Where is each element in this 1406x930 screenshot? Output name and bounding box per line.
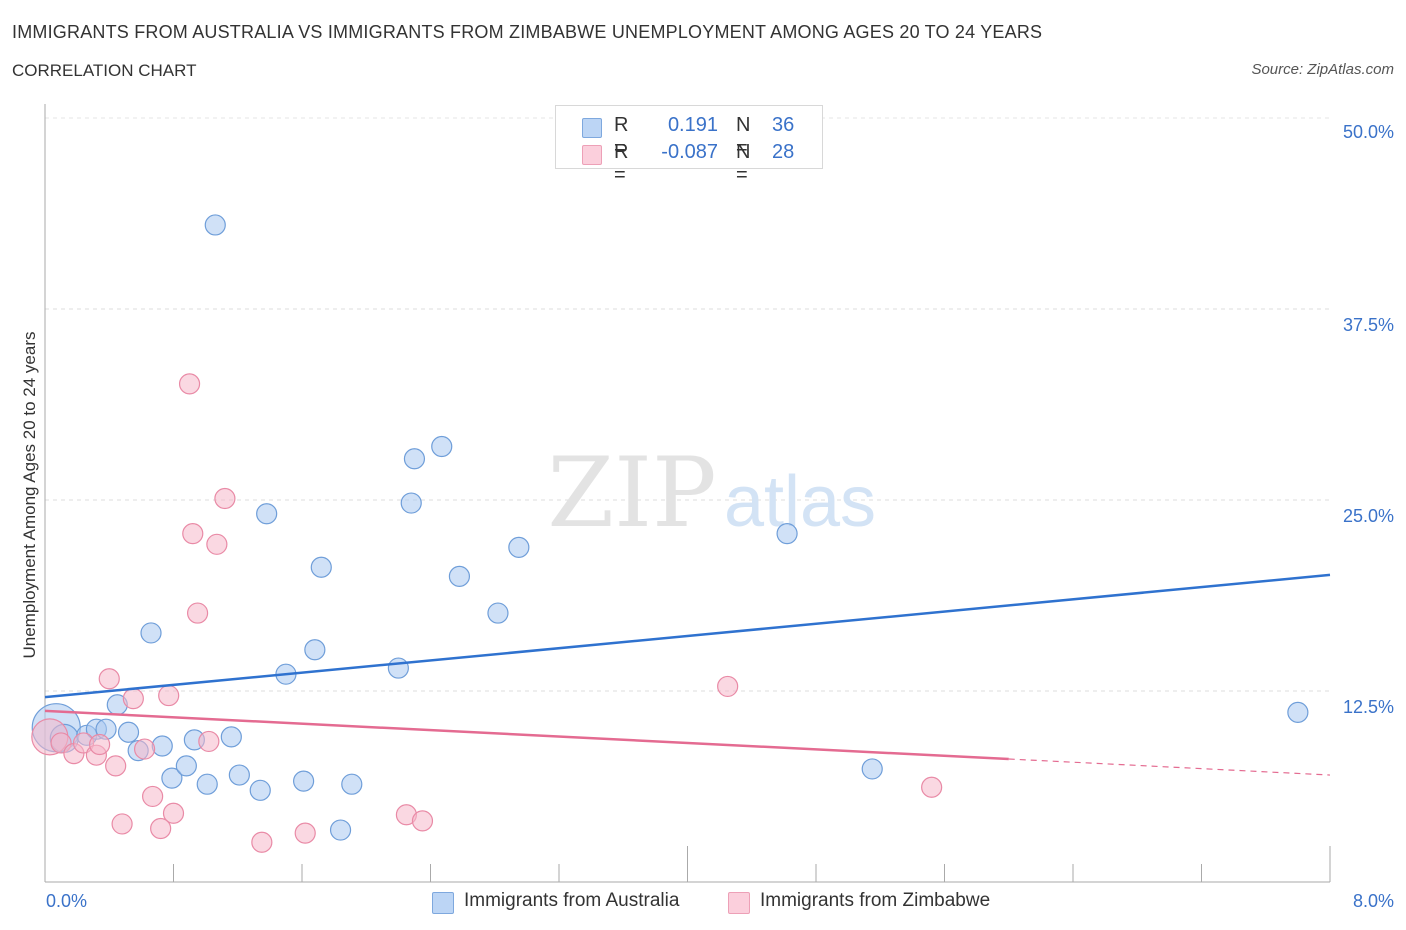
scatter-point [186, 602, 209, 624]
series-label-zimbabwe: Immigrants from Zimbabwe [760, 890, 991, 911]
scatter-point [111, 813, 133, 835]
legend-r-label: R = [614, 114, 629, 159]
scatter-point [403, 448, 426, 470]
series-swatch-zimbabwe [728, 892, 750, 914]
legend-r-value: -0.087 [661, 141, 718, 163]
scatter-point [161, 767, 183, 789]
series-label-australia: Immigrants from Australia [464, 890, 680, 911]
legend-swatch-zimbabwe [582, 145, 602, 165]
scatter-point [329, 819, 352, 841]
scatter-point [228, 764, 250, 786]
scatter-point [251, 831, 273, 853]
scatter-point [150, 817, 172, 840]
scatter-point [140, 622, 162, 644]
scatter-point [182, 523, 204, 545]
scatter-point [861, 758, 883, 780]
scatter-point [256, 503, 278, 525]
scatter-point [178, 373, 201, 395]
scatter-point [204, 214, 226, 236]
scatter-point [133, 738, 156, 760]
source-label: Source: ZipAtlas.com [1251, 61, 1394, 78]
y-tick-12-5: 12.5% [1342, 697, 1394, 717]
scatter-point [431, 435, 453, 458]
scatter-point [206, 533, 228, 555]
scatter-point [400, 492, 422, 514]
scatter-point [162, 802, 185, 824]
scatter-point [776, 523, 798, 545]
chart-subtitle: CORRELATION CHART [12, 61, 197, 80]
data-points [31, 214, 1309, 853]
trend-line [44, 573, 1331, 699]
legend-n-label: N = [736, 114, 751, 159]
trend-line-dashed [1008, 758, 1331, 776]
scatter-point [89, 733, 111, 756]
scatter-point [158, 684, 180, 707]
scatter-point [220, 726, 242, 748]
gridlines [45, 117, 1330, 692]
scatter-point [487, 602, 509, 624]
x-tick-min: 0.0% [46, 891, 88, 911]
scatter-point [304, 639, 326, 661]
scatter-point [1287, 701, 1309, 723]
scatter-point [294, 822, 316, 844]
scatter-point [508, 536, 530, 558]
scatter-point [122, 688, 144, 710]
scatter-point [196, 773, 218, 795]
legend-r-label: R = [614, 141, 629, 186]
scatter-point [117, 721, 140, 743]
scatter-point [98, 668, 120, 690]
legend-n-value: 36 [772, 114, 795, 136]
scatter-point [387, 657, 409, 679]
legend-n-value: 28 [772, 141, 795, 163]
y-tick-25: 25.0% [1342, 506, 1394, 526]
scatter-point [214, 487, 236, 510]
legend-swatch-australia [582, 118, 602, 138]
scatter-point [105, 755, 127, 777]
watermark-atlas: atlas [724, 462, 876, 542]
legend-r-value: 0.191 [667, 114, 718, 136]
scatter-point [175, 755, 197, 777]
scatter-point [198, 730, 220, 753]
legend-n-label: N = [736, 141, 751, 186]
scatter-point [293, 770, 315, 792]
y-tick-37-5: 37.5% [1342, 315, 1394, 335]
series-swatch-australia [432, 892, 454, 914]
scatter-point [341, 773, 363, 795]
scatter-point [448, 565, 471, 588]
scatter-point [142, 785, 164, 808]
scatter-point [921, 776, 943, 798]
y-tick-50: 50.0% [1342, 122, 1394, 142]
trend-line [44, 709, 1009, 761]
watermark-zip: ZIP [547, 437, 716, 549]
scatter-point [717, 675, 739, 698]
chart-title: IMMIGRANTS FROM AUSTRALIA VS IMMIGRANTS … [12, 22, 1043, 42]
scatter-point [151, 735, 173, 757]
scatter-point [310, 556, 332, 578]
x-tick-max: 8.0% [1352, 891, 1394, 911]
correlation-legend: R = 0.191 N = 36 R = -0.087 N = 28 [555, 105, 823, 186]
scatter-point [411, 810, 434, 832]
scatter-point [249, 779, 271, 801]
trend-lines [44, 573, 1331, 776]
